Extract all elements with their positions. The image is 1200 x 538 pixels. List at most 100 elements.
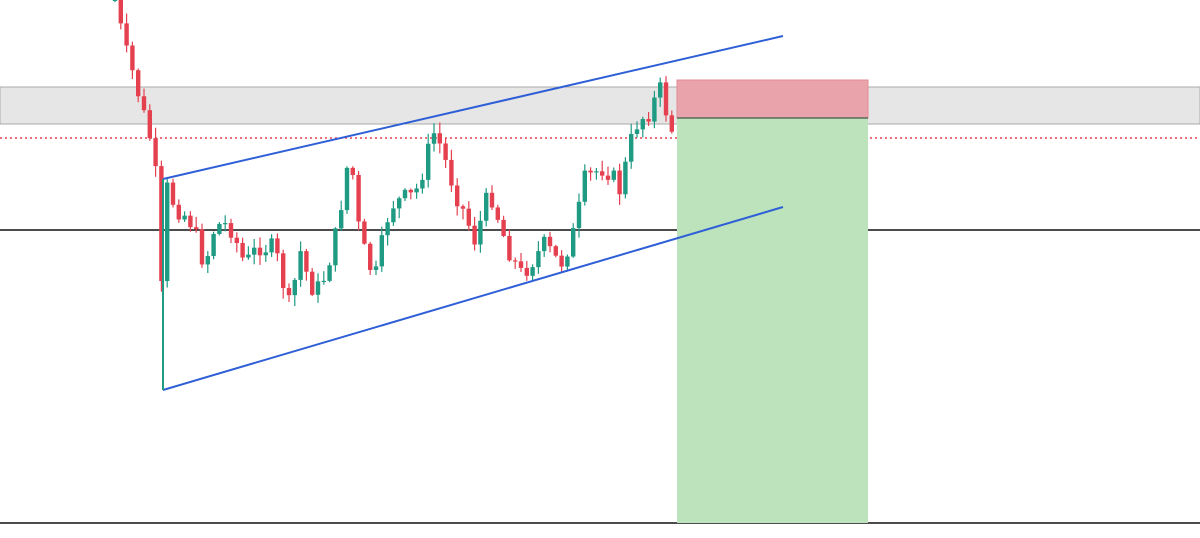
- candle-body: [507, 235, 512, 261]
- candle-body: [472, 225, 477, 245]
- channel-lower: [162, 206, 784, 391]
- candle-body: [437, 133, 442, 144]
- candle-body: [576, 201, 582, 229]
- candle-body: [397, 198, 402, 209]
- candle-body: [350, 167, 355, 175]
- candle-body: [669, 115, 674, 132]
- candles: [112, 0, 674, 307]
- candle-body: [368, 243, 373, 270]
- candle-body: [240, 243, 245, 258]
- candle-body: [658, 82, 663, 98]
- candle-body: [269, 238, 274, 253]
- candle-body: [228, 223, 234, 238]
- candle-body: [571, 228, 576, 257]
- candle-body: [176, 204, 181, 220]
- candle-body: [234, 237, 239, 244]
- candle-body: [124, 23, 129, 46]
- candle-body: [153, 138, 158, 167]
- candle-body: [391, 208, 396, 223]
- candle-body: [460, 206, 466, 209]
- candle-body: [304, 251, 309, 272]
- candle-body: [530, 267, 535, 276]
- candle-body: [524, 267, 529, 276]
- candle-body: [315, 281, 321, 295]
- candle-body: [385, 222, 390, 236]
- candle-body: [246, 254, 251, 258]
- candle-body: [484, 192, 489, 221]
- candle-body: [182, 215, 187, 220]
- candle-body: [130, 45, 135, 71]
- candle-body: [542, 236, 547, 252]
- candle-body: [379, 235, 384, 267]
- candle-body: [414, 188, 419, 193]
- candle-body: [205, 256, 210, 265]
- target-zone: [677, 118, 868, 523]
- candle-body: [547, 236, 553, 247]
- candle-body: [217, 223, 222, 234]
- candle-body: [652, 97, 657, 122]
- candle-body: [211, 233, 216, 257]
- candle-body: [640, 119, 645, 130]
- candle-body: [310, 271, 315, 295]
- candle-body: [513, 260, 518, 262]
- candle-body: [199, 229, 205, 265]
- candle-body: [281, 253, 286, 289]
- candle-body: [600, 171, 605, 176]
- candle-body: [431, 133, 437, 144]
- resistance-zone: [0, 86, 1200, 125]
- candle-body: [565, 256, 570, 267]
- candle-body: [646, 119, 651, 122]
- candle-body: [170, 182, 176, 205]
- candle-body: [553, 246, 558, 256]
- candle-body: [147, 110, 152, 139]
- candle-body: [223, 223, 228, 225]
- candle-body: [623, 161, 628, 195]
- candle-body: [663, 82, 669, 116]
- candle-body: [489, 192, 495, 208]
- candle-body: [275, 238, 280, 254]
- candle-body: [136, 70, 141, 97]
- candle-body: [455, 185, 460, 207]
- candle-body: [112, 0, 118, 1]
- channel-upper: [162, 35, 784, 180]
- candle-body: [141, 96, 147, 111]
- candle-body: [443, 143, 448, 160]
- candle-body: [466, 208, 471, 226]
- candle-body: [159, 166, 164, 282]
- candle-body: [559, 255, 564, 267]
- candle-body: [426, 143, 431, 180]
- candle-body: [594, 171, 599, 173]
- candle-body: [373, 266, 379, 270]
- candle-body: [188, 215, 193, 228]
- candle-body: [252, 247, 257, 255]
- candle-body: [362, 221, 367, 244]
- candle-body: [605, 175, 611, 180]
- candle-body: [298, 251, 303, 280]
- candle-body: [257, 247, 263, 256]
- candle-body: [495, 207, 500, 220]
- candle-body: [536, 251, 541, 268]
- candle-body: [286, 288, 292, 296]
- candle-body: [321, 280, 326, 283]
- candle-body: [118, 0, 123, 24]
- candle-body: [617, 170, 622, 195]
- candle-body: [408, 189, 413, 193]
- candle-body: [339, 210, 344, 229]
- candle-body: [420, 179, 425, 189]
- candle-body: [402, 189, 408, 199]
- candle-body: [629, 133, 634, 162]
- candle-body: [356, 174, 361, 222]
- candle-body: [588, 170, 593, 173]
- candle-body: [449, 159, 454, 186]
- candle-body: [333, 228, 338, 266]
- candle-body: [263, 252, 268, 256]
- candle-body: [634, 129, 640, 134]
- candle-body: [501, 219, 506, 236]
- candle-body: [582, 170, 587, 202]
- candle-body: [611, 170, 616, 180]
- candle-body: [344, 167, 350, 211]
- stop-zone: [676, 79, 869, 119]
- candle-body: [292, 279, 297, 296]
- candle-body: [518, 261, 524, 268]
